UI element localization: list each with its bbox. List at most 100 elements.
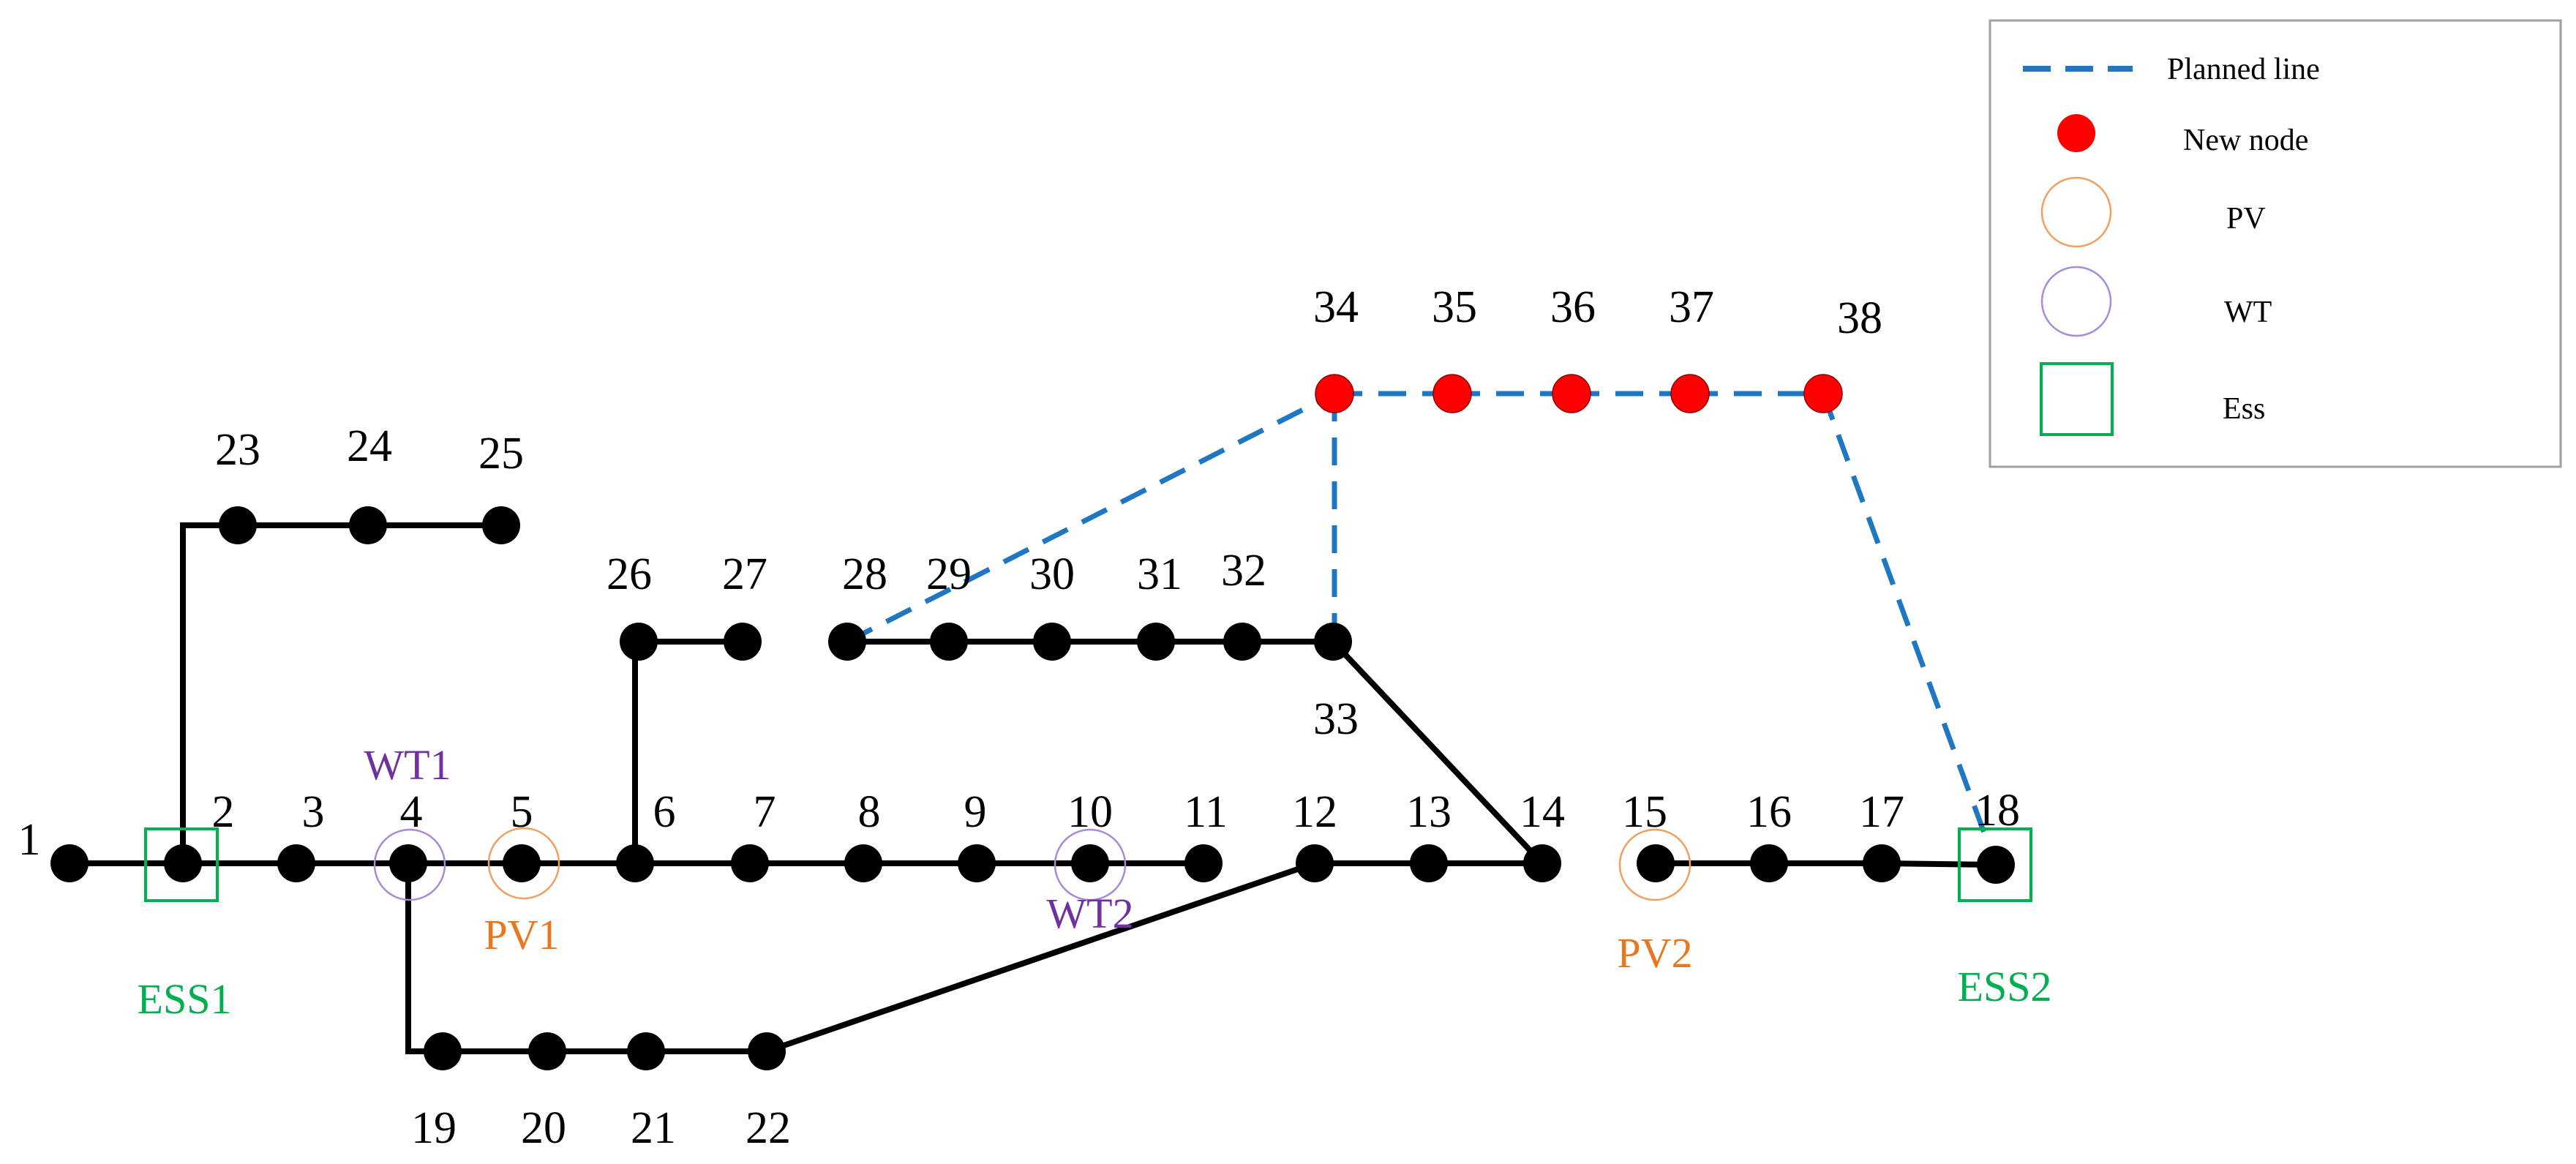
pv-label-pv1: PV1 xyxy=(484,911,559,958)
legend-pv-label: PV xyxy=(2226,202,2266,236)
node-4 xyxy=(389,844,427,882)
node-label-19: 19 xyxy=(411,1103,457,1153)
line-6-26 xyxy=(632,639,639,863)
node-label-17: 17 xyxy=(1859,787,1904,837)
legend-new-node-label: New node xyxy=(2183,124,2308,157)
node-label-33: 33 xyxy=(1313,694,1359,744)
node-label-32: 32 xyxy=(1221,546,1266,596)
node-15 xyxy=(1637,844,1675,882)
wt-label-wt1: WT1 xyxy=(364,741,451,789)
legend-ess-label: Ess xyxy=(2223,392,2265,426)
node-label-25: 25 xyxy=(478,429,524,478)
node-label-34: 34 xyxy=(1313,282,1359,332)
new-node-38 xyxy=(1803,374,1843,413)
node-label-9: 9 xyxy=(964,787,987,837)
node-label-35: 35 xyxy=(1432,282,1477,332)
node-25 xyxy=(482,506,520,544)
node-6 xyxy=(616,844,654,882)
planned-lines xyxy=(846,391,1999,866)
node-24 xyxy=(349,506,387,544)
line-17-18 xyxy=(1881,860,1997,868)
node-label-1: 1 xyxy=(18,815,41,865)
ess-marker-node-18 xyxy=(1958,827,2032,902)
pv-label-pv2: PV2 xyxy=(1617,929,1692,977)
node-2 xyxy=(164,844,202,882)
node-23 xyxy=(219,506,257,544)
node-label-30: 30 xyxy=(1029,549,1075,599)
line-22-12 xyxy=(765,860,1316,1054)
legend-wt-icon xyxy=(2040,266,2112,337)
legend-new-node-icon xyxy=(2057,114,2095,152)
node-17 xyxy=(1863,844,1901,882)
node-20 xyxy=(528,1032,566,1070)
legend-planned-line-label: Planned line xyxy=(2167,53,2320,86)
new-node-35 xyxy=(1432,374,1472,413)
node-27 xyxy=(724,623,762,661)
node-28 xyxy=(828,623,866,661)
node-26 xyxy=(620,623,658,661)
node-label-36: 36 xyxy=(1550,282,1596,332)
node-18 xyxy=(1977,846,2015,884)
node-label-24: 24 xyxy=(347,421,392,471)
legend-ess-icon xyxy=(2040,362,2114,436)
node-31 xyxy=(1137,623,1175,661)
node-29 xyxy=(930,623,968,661)
nodes xyxy=(50,374,2015,1070)
ess-label-ess1: ESS1 xyxy=(138,975,232,1023)
planned-line-28-34 xyxy=(846,391,1336,645)
node-label-16: 16 xyxy=(1746,787,1792,837)
legend-wt-label: WT xyxy=(2224,296,2272,329)
node-11 xyxy=(1184,844,1223,882)
pv-marker-node-5 xyxy=(487,827,560,900)
node-label-15: 15 xyxy=(1622,787,1667,837)
node-label-12: 12 xyxy=(1292,787,1337,837)
node-13 xyxy=(1410,844,1448,882)
node-label-38: 38 xyxy=(1837,293,1882,343)
legend-pv-icon xyxy=(2040,176,2112,248)
node-label-5: 5 xyxy=(511,787,533,837)
wt-marker-node-10 xyxy=(1054,828,1127,901)
node-label-8: 8 xyxy=(858,787,881,837)
device-labels: ESS1 WT1 PV1 WT2 PV2 ESS2 xyxy=(138,741,2052,1023)
node-label-31: 31 xyxy=(1137,549,1182,599)
node-label-29: 29 xyxy=(926,549,972,599)
node-label-3: 3 xyxy=(302,787,325,837)
node-1 xyxy=(50,844,89,882)
node-30 xyxy=(1033,623,1071,661)
ess-marker-node-2 xyxy=(144,827,219,902)
node-22 xyxy=(748,1032,786,1070)
node-label-23: 23 xyxy=(215,425,260,475)
node-label-27: 27 xyxy=(722,549,767,599)
new-node-34 xyxy=(1315,374,1354,413)
node-label-14: 14 xyxy=(1520,787,1565,837)
node-12 xyxy=(1296,844,1334,882)
node-14 xyxy=(1523,844,1561,882)
node-label-22: 22 xyxy=(746,1103,791,1153)
device-markers xyxy=(144,827,2032,902)
node-label-2: 2 xyxy=(212,787,235,837)
node-label-11: 11 xyxy=(1184,787,1228,837)
node-label-6: 6 xyxy=(653,787,676,837)
ess-label-ess2: ESS2 xyxy=(1958,963,2052,1010)
wt-marker-node-4 xyxy=(373,828,446,901)
node-label-7: 7 xyxy=(754,787,776,837)
node-3 xyxy=(277,844,315,882)
wt-label-wt2: WT2 xyxy=(1046,890,1133,937)
node-label-28: 28 xyxy=(842,549,887,599)
node-10 xyxy=(1071,844,1109,882)
node-label-26: 26 xyxy=(607,549,652,599)
node-33 xyxy=(1314,623,1352,661)
node-label-18: 18 xyxy=(1975,786,2020,836)
planned-line-38-18 xyxy=(1820,392,1999,866)
node-5 xyxy=(503,844,541,882)
node-label-10: 10 xyxy=(1067,787,1113,837)
node-label-37: 37 xyxy=(1669,282,1714,332)
node-8 xyxy=(844,844,882,882)
legend: Planned line New node PV WT Ess xyxy=(1989,19,2562,468)
line-33-14 xyxy=(1331,639,1544,866)
line-4-19 xyxy=(405,863,443,1054)
new-node-37 xyxy=(1670,374,1710,413)
existing-lines xyxy=(70,522,1997,1054)
